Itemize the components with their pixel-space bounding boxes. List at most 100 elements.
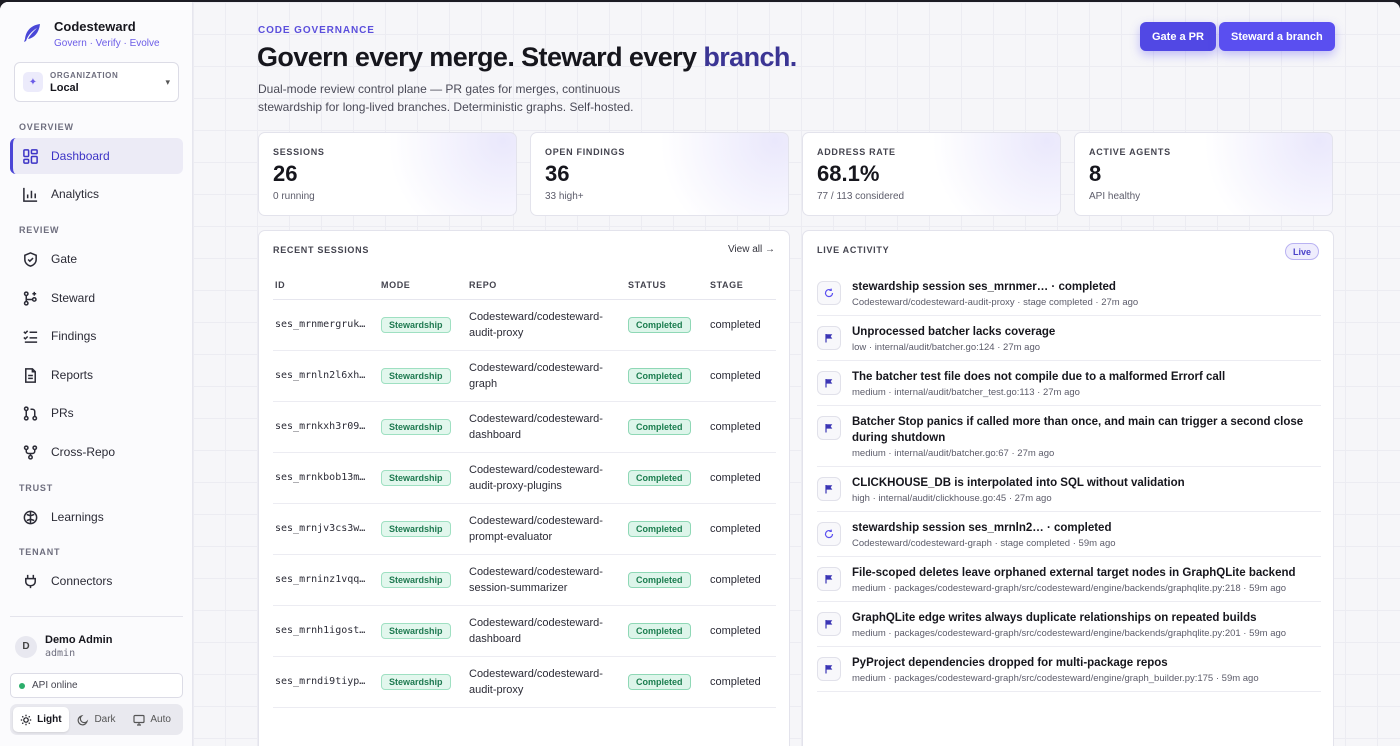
repo-line-1: Codesteward/codesteward- bbox=[469, 616, 603, 629]
brand[interactable]: Codesteward Govern · Verify · Evolve bbox=[20, 19, 160, 49]
list-item[interactable]: Unprocessed batcher lacks coverage low · … bbox=[817, 316, 1321, 361]
plug-icon bbox=[22, 573, 39, 590]
nav-section-review: REVIEW bbox=[19, 225, 60, 235]
theme-light-button[interactable]: Light bbox=[13, 707, 69, 732]
api-status: API online bbox=[10, 673, 183, 698]
session-repo: Codesteward/codesteward-dashboard bbox=[467, 401, 626, 453]
column-header-mode[interactable]: MODE bbox=[379, 271, 467, 300]
stat-subtext: API healthy bbox=[1089, 191, 1141, 202]
stat-subtext: 0 running bbox=[273, 191, 315, 202]
status-badge: Completed bbox=[628, 418, 691, 435]
list-item[interactable]: The batcher test file does not compile d… bbox=[817, 361, 1321, 406]
stat-card-sessions[interactable]: SESSIONS 26 0 running bbox=[258, 132, 517, 216]
session-id[interactable]: ses_mrnmergruk… bbox=[273, 299, 379, 351]
organization-selector[interactable]: ✦ ORGANIZATION Local ▾ bbox=[14, 62, 179, 102]
stat-label: ACTIVE AGENTS bbox=[1089, 147, 1171, 157]
sidebar-item-prs[interactable]: PRs bbox=[10, 395, 183, 431]
stat-value: 36 bbox=[545, 161, 570, 186]
stat-card-active-agents[interactable]: ACTIVE AGENTS 8 API healthy bbox=[1074, 132, 1333, 216]
activity-title: stewardship session ses_mrnln2… · comple… bbox=[852, 522, 1112, 534]
page-subtitle: Dual-mode review control plane — PR gate… bbox=[258, 82, 634, 114]
list-item[interactable]: stewardship session ses_mrnmer… · comple… bbox=[817, 271, 1321, 316]
status-badge: Completed bbox=[628, 622, 691, 639]
session-id[interactable]: ses_mrnh1igost… bbox=[273, 605, 379, 657]
flag-icon bbox=[817, 612, 841, 636]
session-repo: Codesteward/codesteward-audit-proxy bbox=[467, 656, 626, 708]
steward-branch-button[interactable]: Steward a branch bbox=[1219, 22, 1335, 51]
flag-icon bbox=[817, 416, 841, 440]
theme-dark-button[interactable]: Dark bbox=[69, 707, 125, 732]
column-header-status[interactable]: STATUS bbox=[626, 271, 708, 300]
session-status-cell: Completed bbox=[626, 299, 708, 351]
sidebar-item-label: Cross-Repo bbox=[51, 445, 116, 459]
sidebar-item-learnings[interactable]: Learnings bbox=[10, 499, 183, 535]
stat-subtext: 33 high+ bbox=[545, 191, 584, 202]
recent-sessions-panel: RECENT SESSIONS View all → ID MODE REPO … bbox=[258, 230, 790, 746]
status-badge: Completed bbox=[628, 520, 691, 537]
stat-card-address-rate[interactable]: ADDRESS RATE 68.1% 77 / 113 considered bbox=[802, 132, 1061, 216]
session-id[interactable]: ses_mrnkxh3r09… bbox=[273, 401, 379, 453]
moon-icon bbox=[78, 714, 89, 725]
session-repo: Codesteward/codesteward-dashboard bbox=[467, 605, 626, 657]
status-badge: Completed bbox=[628, 469, 691, 486]
activity-meta: high · internal/audit/clickhouse.go:45 ·… bbox=[852, 493, 1052, 504]
list-item[interactable]: Batcher Stop panics if called more than … bbox=[817, 406, 1321, 467]
column-header-stage[interactable]: STAGE bbox=[708, 271, 776, 300]
session-id[interactable]: ses_mrnln2l6xh… bbox=[273, 350, 379, 402]
list-item[interactable]: File-scoped deletes leave orphaned exter… bbox=[817, 557, 1321, 602]
column-header-id[interactable]: ID bbox=[273, 271, 379, 300]
gate-pr-button[interactable]: Gate a PR bbox=[1140, 22, 1216, 51]
stat-card-open-findings[interactable]: OPEN FINDINGS 36 33 high+ bbox=[530, 132, 789, 216]
column-header-repo[interactable]: REPO bbox=[467, 271, 626, 300]
table-row[interactable]: ses_mrndi9tiyp… Stewardship Codesteward/co… bbox=[273, 656, 776, 708]
table-row[interactable]: ses_mrnkbob13m… Stewardship Codesteward/co… bbox=[273, 452, 776, 504]
sidebar-item-reports[interactable]: Reports bbox=[10, 357, 183, 393]
repo-line-1: Codesteward/codesteward- bbox=[469, 667, 603, 680]
sidebar-item-gate[interactable]: Gate bbox=[10, 241, 183, 277]
repo-line-1: Codesteward/codesteward- bbox=[469, 565, 603, 578]
table-row[interactable]: ses_mrninz1vqq… Stewardship Codesteward/co… bbox=[273, 554, 776, 606]
list-item[interactable]: PyProject dependencies dropped for multi… bbox=[817, 647, 1321, 692]
session-mode-cell: Stewardship bbox=[379, 503, 467, 555]
mode-badge: Stewardship bbox=[381, 673, 451, 690]
sidebar-item-label: PRs bbox=[51, 406, 74, 420]
list-item[interactable]: CLICKHOUSE_DB is interpolated into SQL w… bbox=[817, 467, 1321, 512]
session-repo: Codesteward/codesteward-audit-proxy-plug… bbox=[467, 452, 626, 504]
status-badge: Completed bbox=[628, 316, 691, 333]
mode-badge: Stewardship bbox=[381, 469, 451, 486]
list-item[interactable]: stewardship session ses_mrnln2… · comple… bbox=[817, 512, 1321, 557]
session-id[interactable]: ses_mrnjv3cs3w… bbox=[273, 503, 379, 555]
list-item[interactable]: GraphQLite edge writes always duplicate … bbox=[817, 602, 1321, 647]
repo-line-1: Codesteward/codesteward- bbox=[469, 361, 603, 374]
sidebar-item-steward[interactable]: Steward bbox=[10, 280, 183, 316]
sidebar-item-findings[interactable]: Findings bbox=[10, 318, 183, 354]
session-mode-cell: Stewardship bbox=[379, 656, 467, 708]
session-id[interactable]: ses_mrndi9tiyp… bbox=[273, 656, 379, 708]
table-row[interactable]: ses_mrnjv3cs3w… Stewardship Codesteward/co… bbox=[273, 503, 776, 555]
sidebar-item-label: Reports bbox=[51, 368, 94, 382]
live-badge: Live bbox=[1284, 243, 1319, 260]
sidebar-item-connectors[interactable]: Connectors bbox=[10, 563, 183, 599]
view-all-link[interactable]: View all → bbox=[727, 244, 775, 255]
table-row[interactable]: ses_mrnkxh3r09… Stewardship Codesteward/co… bbox=[273, 401, 776, 453]
sidebar-item-analytics[interactable]: Analytics bbox=[10, 176, 183, 212]
sidebar-item-label: Steward bbox=[51, 291, 96, 305]
theme-auto-button[interactable]: Auto bbox=[124, 707, 180, 732]
table-row[interactable]: ses_mrnmergruk… Stewardship Codesteward/co… bbox=[273, 299, 776, 351]
brain-icon bbox=[22, 509, 39, 526]
sidebar-item-cross-repo[interactable]: Cross-Repo bbox=[10, 434, 183, 470]
table-row[interactable]: ses_mrnln2l6xh… Stewardship Codesteward/co… bbox=[273, 350, 776, 402]
session-id[interactable]: ses_mrninz1vqq… bbox=[273, 554, 379, 606]
sidebar-item-dashboard[interactable]: Dashboard bbox=[10, 138, 183, 174]
session-mode-cell: Stewardship bbox=[379, 452, 467, 504]
user-profile[interactable]: D Demo Admin admin bbox=[15, 634, 112, 659]
sidebar: Codesteward Govern · Verify · Evolve ✦ O… bbox=[0, 2, 193, 746]
stat-value: 68.1% bbox=[817, 161, 880, 186]
organization-label: ORGANIZATION bbox=[50, 70, 119, 80]
repo-line-1: Codesteward/codesteward- bbox=[469, 310, 603, 323]
monitor-icon bbox=[133, 714, 145, 726]
session-id[interactable]: ses_mrnkbob13m… bbox=[273, 452, 379, 504]
table-row[interactable]: ses_mrnh1igost… Stewardship Codesteward/co… bbox=[273, 605, 776, 657]
session-stage: completed bbox=[708, 299, 776, 351]
